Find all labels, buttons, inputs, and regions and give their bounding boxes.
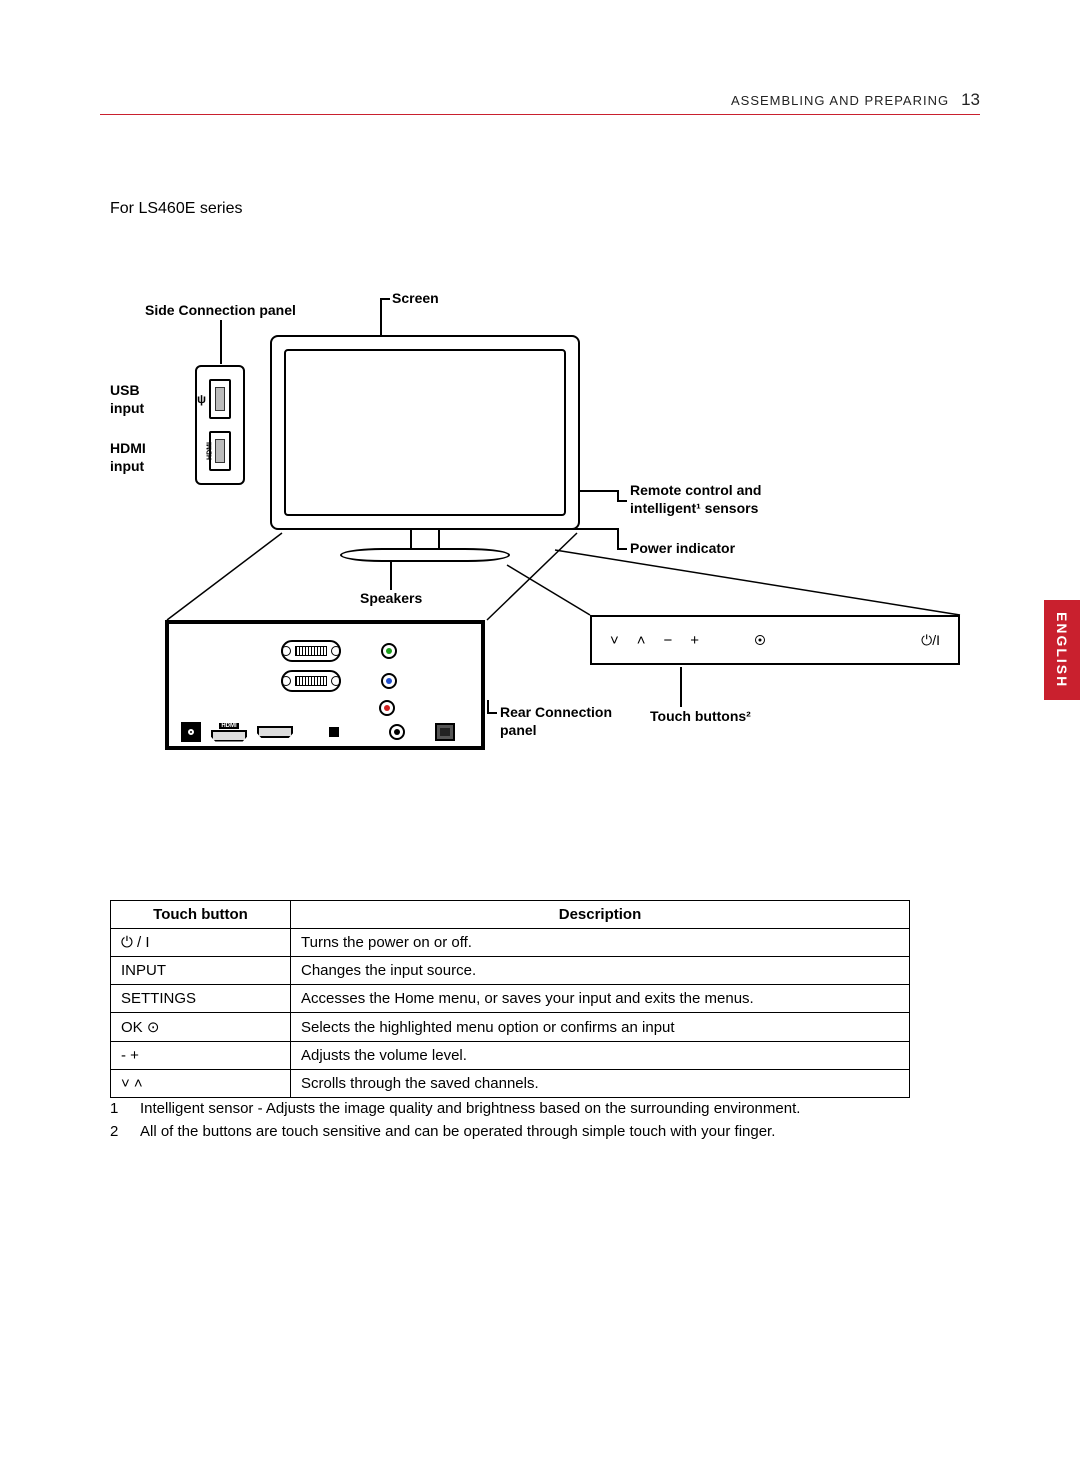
ok-dot-icon [755, 635, 765, 645]
coax-port-icon [181, 722, 201, 742]
footnote: 1 Intelligent sensor - Adjusts the image… [110, 1100, 960, 1117]
language-tab: ENGLISH [1044, 600, 1080, 700]
rear-connection-panel: HDMI [165, 620, 485, 750]
leader-line [487, 712, 497, 714]
leader-line [380, 298, 390, 300]
audio-jack-blue-icon [381, 673, 397, 689]
footnote-number: 1 [110, 1100, 124, 1117]
footnote-number: 2 [110, 1123, 124, 1140]
leader-line [617, 500, 627, 502]
description-cell: Changes the input source. [291, 957, 910, 985]
audio-jack-red-icon [379, 700, 395, 716]
label-speakers: Speakers [360, 590, 422, 608]
footnotes: 1 Intelligent sensor - Adjusts the image… [110, 1100, 960, 1146]
table-header-row: Touch button Description [111, 901, 910, 929]
leader-line [487, 700, 489, 712]
channel-up-icon: ˄ [637, 632, 646, 649]
table-header: Description [291, 901, 910, 929]
label-screen: Screen [392, 290, 439, 308]
lan-port-icon [435, 723, 455, 741]
table-row: OK ⊙ Selects the highlighted menu option… [111, 1013, 910, 1042]
leader-line [220, 320, 222, 364]
description-cell: Turns the power on or off. [291, 929, 910, 957]
hdmi-port-icon: HDMI [209, 431, 231, 471]
touch-button-cell: - + [111, 1042, 291, 1070]
table-row: ˅ ˄ Scrolls through the saved channels. [111, 1070, 910, 1098]
side-connection-panel: ψ HDMI [195, 365, 245, 485]
page-number: 13 [961, 90, 980, 110]
table-row: ⏻ / I Turns the power on or off. [111, 929, 910, 957]
touch-buttons-panel: ˅ ˄ − + ⏻/I [590, 615, 960, 665]
series-title: For LS460E series [110, 200, 243, 218]
vga-port-icon [281, 670, 341, 692]
power-icon: ⏻/I [921, 632, 940, 649]
table-row: INPUT Changes the input source. [111, 957, 910, 985]
optical-port-icon [329, 727, 339, 737]
volume-down-icon: − [664, 632, 673, 649]
table-row: SETTINGS Accesses the Home menu, or save… [111, 985, 910, 1013]
touch-button-cell: SETTINGS [111, 985, 291, 1013]
description-cell: Adjusts the volume level. [291, 1042, 910, 1070]
touch-button-table: Touch button Description ⏻ / I Turns the… [110, 900, 910, 1098]
usb-port-icon: ψ [209, 379, 231, 419]
jack-black-icon [389, 724, 405, 740]
tv-screen [284, 349, 566, 516]
touch-button-cell: INPUT [111, 957, 291, 985]
audio-jack-green-icon [381, 643, 397, 659]
header-section-title: ASSEMBLING AND PREPARING [731, 93, 949, 108]
hdmi-port-icon [211, 730, 247, 742]
touch-button-cell: ⏻ / I [111, 929, 291, 957]
channel-down-icon: ˅ [610, 632, 619, 649]
label-rear-connection-panel: Rear Connection panel [500, 704, 612, 739]
page-header: ASSEMBLING AND PREPARING 13 [100, 90, 980, 115]
leader-line [680, 667, 682, 707]
touch-button-cell: OK ⊙ [111, 1013, 291, 1042]
label-touch-buttons: Touch buttons² [650, 708, 751, 726]
description-cell: Selects the highlighted menu option or c… [291, 1013, 910, 1042]
label-power-indicator: Power indicator [630, 540, 735, 558]
volume-up-icon: + [690, 632, 699, 649]
leader-line [617, 490, 619, 500]
footnote-text: Intelligent sensor - Adjusts the image q… [140, 1100, 800, 1117]
leader-line [617, 528, 619, 548]
label-hdmi-input: HDMI input [110, 440, 146, 475]
footnote: 2 All of the buttons are touch sensitive… [110, 1123, 960, 1140]
footnote-text: All of the buttons are touch sensitive a… [140, 1123, 775, 1140]
tv-outline [270, 335, 580, 530]
label-remote-sensors: Remote control and intelligent¹ sensors [630, 482, 761, 517]
label-usb-input: USB input [110, 382, 144, 417]
label-side-connection-panel: Side Connection panel [145, 302, 296, 320]
tv-stand-base [340, 548, 510, 562]
table-header: Touch button [111, 901, 291, 929]
vga-port-icon [281, 640, 341, 662]
touch-button-cell: ˅ ˄ [111, 1070, 291, 1098]
tv-diagram: Side Connection panel Screen USB input H… [110, 290, 970, 820]
description-cell: Scrolls through the saved channels. [291, 1070, 910, 1098]
leader-line [617, 548, 627, 550]
table-row: - + Adjusts the volume level. [111, 1042, 910, 1070]
description-cell: Accesses the Home menu, or saves your in… [291, 985, 910, 1013]
hdmi-port-icon [257, 726, 293, 738]
